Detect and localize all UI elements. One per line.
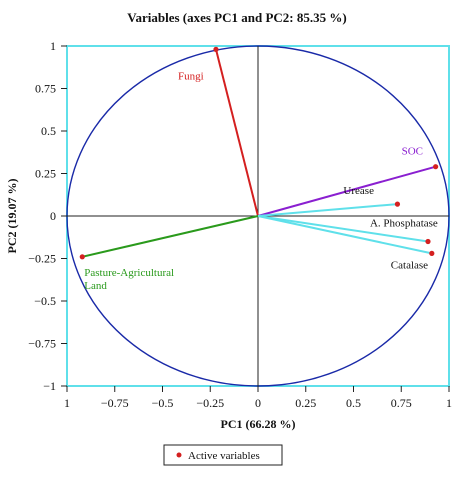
legend-marker [176, 452, 182, 458]
y-tick-label: 0.5 [41, 124, 56, 138]
x-tick-label: 0.75 [391, 396, 412, 410]
y-tick-label: −0.75 [28, 337, 56, 351]
variable-label: Catalase [391, 259, 428, 271]
legend-box [163, 444, 283, 466]
variable-point [213, 46, 219, 53]
x-tick-label: 1 [446, 396, 452, 410]
chart-title: Variables (axes PC1 and PC2: 85.35 %) [127, 10, 346, 25]
x-tick-label: 0.5 [346, 396, 361, 410]
y-tick-label: −0.25 [28, 252, 56, 266]
variable-vector [215, 49, 259, 217]
legend: Active variables [163, 444, 283, 466]
variable-point [425, 238, 431, 245]
variable-label: Land [84, 280, 107, 292]
x-tick-label: −0.25 [196, 396, 224, 410]
y-axis-label: PC2 (19.07 %) [5, 179, 19, 254]
x-tick-label: 1 [64, 396, 70, 410]
variable-label: Urease [343, 185, 374, 197]
variable-point [429, 250, 435, 256]
variable-label: Fungi [178, 70, 204, 82]
variable-label: Pasture-Agricultural [84, 267, 174, 279]
y-tick-label: −1 [43, 379, 56, 393]
x-tick-label: −0.5 [152, 396, 174, 410]
y-tick-label: −0.5 [34, 294, 56, 308]
y-tick-label: 0.25 [35, 167, 56, 181]
x-axis-label: PC1 (66.28 %) [221, 417, 296, 431]
variable-point [433, 164, 439, 170]
legend-label: Active variables [188, 450, 260, 462]
y-tick-label: 0 [50, 209, 56, 223]
variable-vector [257, 203, 398, 217]
x-tick-label: 0 [255, 396, 261, 410]
variable-point [394, 201, 401, 207]
marks-layer: Fungi SOC Urease A. Phosphatase Catalase Past… [79, 46, 439, 292]
x-tick-label: −0.75 [101, 396, 129, 410]
variable-label: A. Phosphatase [370, 218, 438, 230]
variable-label: SOC [402, 146, 423, 158]
variable-vector [257, 215, 429, 243]
axis-layer: 1 −0.75 −0.5 −0.25 0 0.25 0.5 0.75 1 −1 −0.75 −0.5 −… [28, 39, 452, 410]
y-tick-label: 1 [50, 39, 56, 53]
y-tick-label: 0.75 [35, 82, 56, 96]
variable-vector [257, 215, 433, 255]
x-tick-label: 0.25 [295, 396, 316, 410]
variable-vector [257, 165, 436, 217]
variable-point [79, 254, 85, 260]
variable-vector [82, 215, 259, 258]
